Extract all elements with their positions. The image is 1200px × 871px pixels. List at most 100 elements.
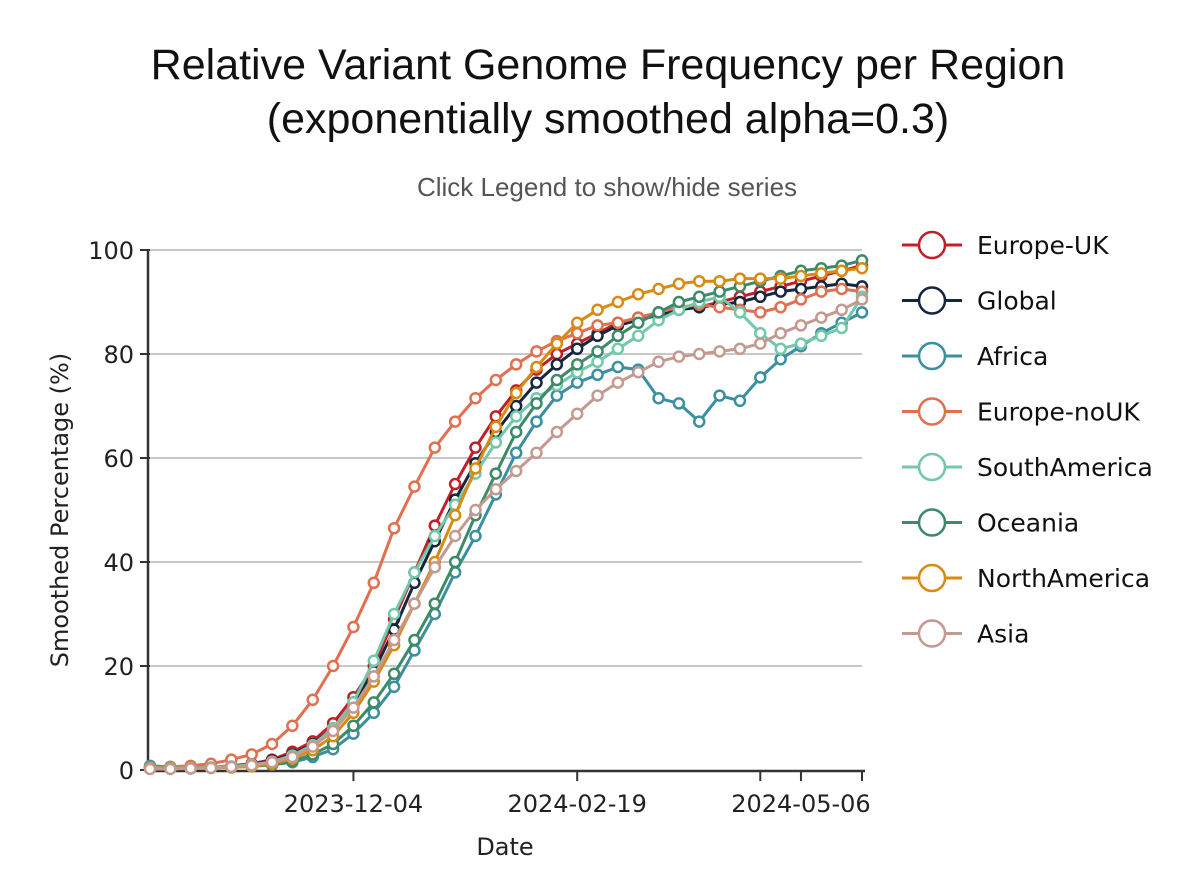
- legend-item-southamerica[interactable]: SouthAmerica: [902, 452, 1153, 482]
- data-point: [570, 316, 584, 330]
- data-point: [265, 737, 279, 751]
- data-point: [754, 371, 767, 384]
- legend-item-global[interactable]: Global: [902, 286, 1057, 316]
- data-point: [733, 306, 747, 319]
- chart-title-line1: Relative Variant Genome Frequency per Re…: [150, 41, 1066, 89]
- data-point: [469, 462, 482, 475]
- data-point: [672, 397, 686, 410]
- data-point: [774, 342, 787, 356]
- legend-marker-icon: [917, 508, 947, 537]
- data-point: [550, 337, 564, 350]
- data-point: [855, 306, 869, 319]
- data-point: [367, 576, 381, 590]
- data-point: [815, 285, 828, 298]
- legend-item-africa[interactable]: Africa: [902, 341, 1048, 371]
- data-point: [509, 358, 523, 371]
- data-point: [693, 415, 706, 428]
- data-point: [489, 467, 503, 480]
- legend-label[interactable]: Africa: [977, 342, 1048, 371]
- data-point: [713, 300, 726, 314]
- legend-label[interactable]: Europe-UK: [977, 231, 1109, 260]
- data-point: [652, 391, 665, 405]
- legend-label[interactable]: SouthAmerica: [977, 453, 1153, 482]
- data-point: [754, 272, 767, 285]
- legend-label[interactable]: NorthAmerica: [977, 564, 1150, 593]
- legend-marker-icon: [917, 286, 947, 315]
- legend-marker-icon: [917, 452, 947, 482]
- legend-marker-icon: [917, 563, 947, 593]
- data-point: [794, 282, 808, 296]
- data-point: [347, 620, 360, 634]
- x-tick-label: 2023-12-04: [284, 790, 423, 818]
- data-point: [733, 272, 747, 285]
- data-point: [550, 358, 564, 371]
- data-point: [326, 659, 340, 673]
- data-point: [794, 337, 808, 350]
- legend-item-oceania[interactable]: Oceania: [902, 508, 1079, 538]
- data-point: [428, 560, 442, 574]
- data-point: [489, 436, 503, 449]
- data-point: [550, 425, 564, 439]
- data-point: [855, 293, 869, 306]
- data-point: [672, 295, 686, 309]
- legend: Europe-UK Global Africa Europe-noUK SouthAme…: [902, 230, 1153, 649]
- x-axis-title: Date: [476, 833, 533, 861]
- data-point: [143, 762, 157, 776]
- data-point: [489, 373, 503, 387]
- data-point: [184, 762, 197, 775]
- legend-item-europe-uk[interactable]: Europe-UK: [902, 230, 1109, 260]
- data-point: [530, 345, 543, 358]
- y-tick-label: 0: [119, 757, 134, 785]
- data-point: [774, 272, 787, 285]
- data-point: [509, 425, 523, 439]
- data-point: [530, 376, 543, 389]
- x-tick-label: 2024-02-19: [507, 790, 646, 818]
- legend-item-europe-nouk[interactable]: Europe-noUK: [902, 397, 1140, 427]
- data-point: [448, 508, 462, 522]
- data-point: [448, 415, 462, 428]
- data-point: [754, 306, 767, 319]
- data-point: [408, 633, 421, 647]
- data-point: [570, 326, 584, 340]
- data-point: [509, 446, 523, 460]
- data-point: [652, 282, 665, 296]
- legend-label[interactable]: Global: [977, 287, 1057, 316]
- data-point: [713, 345, 726, 358]
- data-point: [306, 740, 319, 753]
- data-point: [774, 352, 787, 366]
- series-southamerica: [143, 290, 869, 775]
- data-point: [530, 415, 543, 428]
- data-point: [754, 337, 767, 350]
- legend-label[interactable]: Europe-noUK: [977, 398, 1140, 427]
- data-point: [652, 306, 665, 319]
- data-point: [631, 316, 645, 330]
- data-point: [530, 397, 543, 410]
- data-point: [591, 368, 604, 382]
- data-point: [611, 360, 625, 374]
- data-point: [367, 654, 381, 668]
- data-point: [611, 329, 625, 343]
- legend-item-northamerica[interactable]: NorthAmerica: [902, 563, 1150, 593]
- data-point: [550, 389, 564, 402]
- series-global: [143, 277, 869, 775]
- series-africa: [143, 306, 869, 774]
- data-point: [387, 633, 401, 647]
- y-axis-title: Smoothed Percentage (%): [46, 353, 74, 667]
- legend-label[interactable]: Oceania: [977, 509, 1079, 538]
- data-point: [550, 347, 564, 361]
- legend-item-asia[interactable]: Asia: [902, 619, 1029, 649]
- data-point: [428, 441, 442, 454]
- data-point: [469, 529, 482, 543]
- y-tick-label: 20: [103, 653, 134, 681]
- data-point: [489, 420, 503, 434]
- data-point: [855, 261, 869, 275]
- legend-label[interactable]: Asia: [977, 620, 1029, 649]
- data-point: [591, 303, 604, 317]
- data-point: [387, 521, 401, 535]
- data-point: [164, 762, 177, 776]
- data-point: [591, 319, 604, 332]
- data-point: [733, 394, 747, 408]
- data-point: [591, 329, 604, 343]
- data-point: [367, 696, 381, 709]
- data-point: [570, 342, 584, 356]
